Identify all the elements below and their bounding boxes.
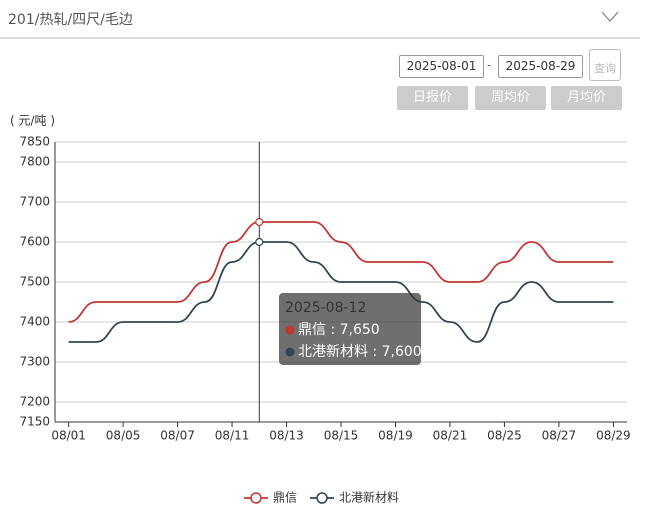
y-tick-label: 7700 xyxy=(19,195,50,209)
x-tick-label: 08/13 xyxy=(269,429,304,443)
tooltip-separator: : xyxy=(326,322,340,338)
tooltip-separator: : xyxy=(368,344,382,360)
tooltip-series-name: 北港新材料 xyxy=(298,344,368,360)
legend-label: 鼎信 xyxy=(273,491,297,505)
legend-marker xyxy=(316,492,328,504)
x-tick-label: 08/15 xyxy=(324,429,359,443)
tooltip-bullet xyxy=(285,347,295,357)
y-tick-label: 7500 xyxy=(19,275,50,289)
start-date[interactable]: 2025-08-01 xyxy=(399,55,484,78)
y-tick-label: 7400 xyxy=(19,315,50,329)
end-date[interactable]: 2025-08-29 xyxy=(498,55,583,78)
tooltip-series-name: 鼎信 xyxy=(298,322,326,338)
header: 201/热轧/四尺/毛边 xyxy=(0,0,640,39)
tooltip-box xyxy=(279,293,421,365)
x-tick-label: 08/19 xyxy=(378,429,413,443)
y-tick-label: 7150 xyxy=(19,415,50,429)
weekly-button[interactable]: 周均价 xyxy=(475,86,546,110)
y-tick-label: 7600 xyxy=(19,235,50,249)
y-tick-label: 7800 xyxy=(19,155,50,169)
tooltip-line: 鼎信 : 7,650 xyxy=(298,322,380,338)
y-tick-label: 7300 xyxy=(19,355,50,369)
x-tick-label: 08/11 xyxy=(215,429,250,443)
collapse-icon[interactable] xyxy=(600,10,620,24)
legend-label: 北港新材料 xyxy=(339,490,399,505)
series-line xyxy=(68,221,614,323)
series-line xyxy=(68,241,614,343)
header-title: 201/热轧/四尺/毛边 xyxy=(8,12,133,28)
x-tick-label: 08/29 xyxy=(596,429,631,443)
hover-point xyxy=(255,217,264,227)
y-tick-label: 7850 xyxy=(19,135,50,149)
monthly-button[interactable]: 月均价 xyxy=(551,86,622,110)
tooltip-title: 2025-08-12 xyxy=(285,300,366,316)
date-separator: - xyxy=(487,58,492,72)
daily-button[interactable]: 日报价 xyxy=(397,86,468,110)
x-tick-label: 08/07 xyxy=(160,429,195,443)
y-axis-label: ( 元/吨 ) xyxy=(10,114,55,128)
hover-point xyxy=(255,237,264,247)
x-tick-label: 08/25 xyxy=(487,429,522,443)
tooltip-bullet xyxy=(285,325,295,335)
tooltip-value: 7,650 xyxy=(340,322,380,338)
y-tick-label: 7200 xyxy=(19,395,50,409)
tooltip-line: 北港新材料 : 7,600 xyxy=(298,344,422,360)
tooltip-value: 7,600 xyxy=(382,344,422,360)
legend-marker xyxy=(250,492,262,504)
query-button[interactable]: 查询 xyxy=(589,49,621,81)
x-tick-label: 08/21 xyxy=(433,429,468,443)
x-tick-label: 08/01 xyxy=(51,429,86,443)
x-tick-label: 08/27 xyxy=(542,429,577,443)
x-tick-label: 08/05 xyxy=(106,429,141,443)
